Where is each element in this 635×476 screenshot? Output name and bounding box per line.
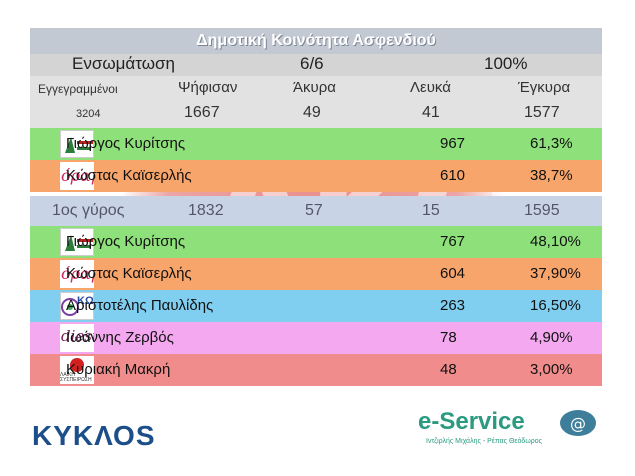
first-round-voted: 1832 bbox=[188, 202, 224, 219]
party-logo-orama: όραμα bbox=[60, 260, 94, 288]
candidate-percent: 48,10% bbox=[530, 233, 581, 250]
eservice-logo: e-Service @ Ιντζιρλής Μιχάλης - Ρέπας Θε… bbox=[418, 408, 603, 448]
party-logo-kyritsis bbox=[60, 130, 94, 158]
candidate-votes: 767 bbox=[440, 233, 466, 250]
candidate-percent: 38,7% bbox=[530, 167, 573, 184]
kyklos-logo: ΚΥΚΛΟS bbox=[32, 420, 156, 452]
first-round-invalid: 57 bbox=[305, 202, 323, 219]
candidate-row: ΛΑΪΚΗ ΣΥΣΠΕΙΡΩΣΗ Κυριακή Μακρή 48 3,00% bbox=[30, 354, 602, 386]
candidate-row: Γιώργος Κυρίτσης 967 61,3% bbox=[30, 128, 602, 160]
candidate-percent: 4,90% bbox=[530, 329, 573, 346]
header-valid: Έγκυρα bbox=[518, 79, 571, 96]
party-logo-diest: diest bbox=[60, 324, 94, 352]
candidate-votes: 604 bbox=[440, 265, 466, 282]
kos-logo-text: ΚΩΣ bbox=[77, 295, 94, 307]
total-registered: 3204 bbox=[76, 108, 101, 120]
total-voted: 1667 bbox=[184, 104, 220, 121]
party-logo-kos: ΚΩΣ bbox=[60, 292, 94, 320]
kyklos-logo-text: ΚΥΚΛΟS bbox=[32, 420, 156, 451]
first-round-row: 1ος γύρος 1832 57 15 1595 bbox=[30, 196, 602, 226]
header-voted: Ψήφισαν bbox=[178, 79, 238, 96]
candidate-name: Ιωάννης Ζερβός bbox=[66, 329, 174, 346]
laiki-logo-text: ΛΑΪΚΗ ΣΥΣΠΕΙΡΩΣΗ bbox=[60, 372, 92, 383]
candidate-votes: 263 bbox=[440, 297, 466, 314]
integration-percent: 100% bbox=[484, 54, 528, 73]
header-blank: Λευκά bbox=[410, 79, 451, 96]
header-registered: Εγγεγραμμένοι bbox=[38, 82, 118, 96]
candidate-row: όραμα Κώστας Καϊσερλής 604 37,90% bbox=[30, 258, 602, 290]
candidate-percent: 37,90% bbox=[530, 265, 581, 282]
integration-label: Ενσωμάτωση bbox=[72, 54, 175, 73]
candidate-percent: 61,3% bbox=[530, 135, 573, 152]
eservice-subtitle: Ιντζιρλής Μιχάλης - Ρέπας Θεόδωρος bbox=[426, 438, 543, 445]
total-blank: 41 bbox=[422, 104, 440, 121]
candidate-votes: 78 bbox=[440, 329, 457, 346]
total-invalid: 49 bbox=[303, 104, 321, 121]
orama-logo-text: όραμα bbox=[61, 264, 94, 283]
candidate-row: Γιώργος Κυρίτσης 767 48,10% bbox=[30, 226, 602, 258]
party-logo-laiki: ΛΑΪΚΗ ΣΥΣΠΕΙΡΩΣΗ bbox=[60, 356, 94, 384]
party-logo-orama: όραμα bbox=[60, 162, 94, 190]
eservice-logo-text: e-Service bbox=[418, 408, 525, 435]
candidate-percent: 3,00% bbox=[530, 361, 573, 378]
candidate-name: Γιώργος Κυρίτσης bbox=[66, 135, 186, 152]
first-round-valid: 1595 bbox=[524, 202, 560, 219]
candidate-name: Αριστοτέλης Παυλίδης bbox=[66, 297, 214, 314]
candidate-row: όραμα Κώστας Καϊσερλής 610 38,7% bbox=[30, 160, 602, 192]
header-invalid: Άκυρα bbox=[293, 79, 336, 96]
integration-row: Ενσωμάτωση 6/6 100% bbox=[30, 54, 602, 76]
integration-count: 6/6 bbox=[300, 54, 324, 73]
total-valid: 1577 bbox=[524, 104, 560, 121]
page-title: Δημοτική Κοινότητα Ασφενδιού bbox=[30, 28, 602, 54]
party-logo-kyritsis bbox=[60, 228, 94, 256]
candidate-row: ΚΩΣ Αριστοτέλης Παυλίδης 263 16,50% bbox=[30, 290, 602, 322]
candidate-name: Κυριακή Μακρή bbox=[66, 361, 171, 378]
candidate-row: diest Ιωάννης Ζερβός 78 4,90% bbox=[30, 322, 602, 354]
candidate-name: Γιώργος Κυρίτσης bbox=[66, 233, 186, 250]
first-round-label: 1ος γύρος bbox=[52, 202, 125, 219]
candidate-votes: 610 bbox=[440, 167, 466, 184]
diest-logo-text: diest bbox=[61, 327, 94, 345]
svg-text:@: @ bbox=[570, 414, 586, 433]
candidate-votes: 967 bbox=[440, 135, 466, 152]
orama-logo-text: όραμα bbox=[61, 166, 94, 185]
candidate-votes: 48 bbox=[440, 361, 457, 378]
candidate-name: Κώστας Καϊσερλής bbox=[66, 167, 192, 184]
first-round-blank: 15 bbox=[422, 202, 440, 219]
candidate-name: Κώστας Καϊσερλής bbox=[66, 265, 192, 282]
totals-header: Εγγεγραμμένοι Ψήφισαν Άκυρα Λευκά Έγκυρα… bbox=[30, 76, 602, 128]
candidate-percent: 16,50% bbox=[530, 297, 581, 314]
